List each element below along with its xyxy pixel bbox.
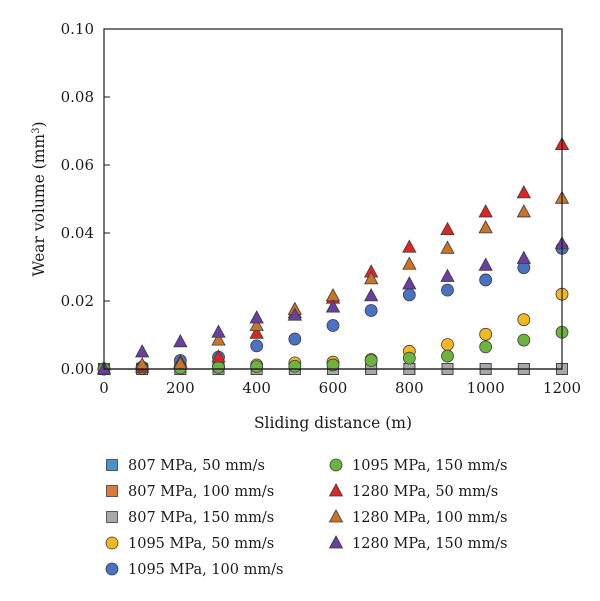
data-point [134,344,150,358]
data-point [212,360,225,374]
legend-marker [106,459,118,471]
plot-area [104,29,562,369]
legend-item: 1095 MPa, 150 mm/s [329,458,507,474]
data-point [479,273,493,287]
data-point [517,313,531,327]
legend-marker [106,485,118,497]
legend-label: 1095 MPa, 150 mm/s [352,458,507,474]
y-tick-label: 0.04 [61,224,94,242]
plot-frame [103,28,563,370]
data-point [402,276,417,290]
legend-label: 807 MPa, 100 mm/s [128,484,274,500]
data-point [287,307,303,321]
data-point [479,327,493,341]
data-point [326,319,340,332]
data-point [479,340,493,354]
y-tick-label: 0.02 [61,292,94,310]
data-point [364,304,378,317]
y-tick-label: 0.06 [61,156,94,174]
data-point [249,325,264,339]
x-tick-label: 1200 [543,379,581,397]
data-point [250,339,264,353]
legend-item: 1095 MPa, 50 mm/s [105,536,274,552]
legend-marker [329,458,343,472]
legend-marker [105,562,119,576]
y-axis-title: Wear volume (mm3) [30,121,48,276]
data-point [441,349,454,363]
y-tick-label: 0.00 [61,360,94,378]
legend-label: 1095 MPa, 100 mm/s [128,562,283,578]
y-tick-label: 0.08 [61,88,94,106]
data-point [211,332,226,346]
legend-item: 807 MPa, 150 mm/s [106,510,274,526]
legend-label: 1095 MPa, 50 mm/s [128,536,274,552]
data-point [478,220,493,234]
data-point [249,317,264,331]
data-point [516,204,532,218]
legend-label: 1280 MPa, 100 mm/s [352,510,507,526]
legend-marker [328,509,344,523]
data-point [173,333,188,348]
legend-marker [328,483,344,497]
x-axis-ticks: 0 200 400 600 800 1000 1200 [99,363,581,397]
series-8 [96,190,570,375]
legend-item: 1280 MPa, 100 mm/s [328,509,507,526]
data-point [363,271,379,285]
data-point [326,358,340,372]
x-tick-label: 600 [319,379,348,397]
x-tick-label: 0 [99,379,109,397]
x-tick-label: 800 [395,379,424,397]
data-point [517,333,531,347]
x-axis-title: Sliding distance (m) [254,414,412,432]
legend-item: 1280 MPa, 50 mm/s [328,483,498,500]
data-point [249,310,264,324]
legend-label: 807 MPa, 150 mm/s [128,510,274,526]
data-point [211,324,226,338]
data-point [440,221,455,236]
legend-item: 807 MPa, 50 mm/s [106,458,265,474]
data-point [441,338,454,351]
data-point [363,288,379,302]
x-tick-label: 200 [166,379,195,397]
data-point [440,240,455,254]
legend-marker [105,536,119,550]
data-point [402,239,417,253]
data-point [516,250,532,264]
data-point [402,351,416,365]
legend: 807 MPa, 50 mm/s 807 MPa, 100 mm/s 807 MPa… [105,458,507,578]
legend-label: 1280 MPa, 50 mm/s [352,484,498,500]
legend-item: 1095 MPa, 100 mm/s [105,562,283,578]
data-point [441,283,454,297]
data-point [516,185,532,199]
data-point [325,299,341,313]
data-point [402,288,416,302]
data-point [478,204,493,218]
data-point [134,357,150,371]
data-point [402,256,417,270]
y-tick-label: 0.10 [61,20,94,38]
legend-label: 1280 MPa, 150 mm/s [352,536,507,552]
data-point [364,354,378,367]
data-point [440,268,455,282]
legend-marker [106,511,118,523]
data-point [478,257,493,271]
legend-marker [328,535,344,549]
x-tick-label: 400 [242,379,271,397]
legend-item: 807 MPa, 100 mm/s [106,484,274,500]
x-tick-label: 1000 [467,379,505,397]
data-point [288,332,302,346]
y-axis-ticks: 0.00 0.02 0.04 0.06 0.08 0.10 [61,20,110,378]
data-point [211,349,226,363]
data-point [288,359,302,373]
legend-item: 1280 MPa, 150 mm/s [328,535,507,552]
legend-label: 807 MPa, 50 mm/s [128,458,265,474]
data-point [250,360,264,374]
